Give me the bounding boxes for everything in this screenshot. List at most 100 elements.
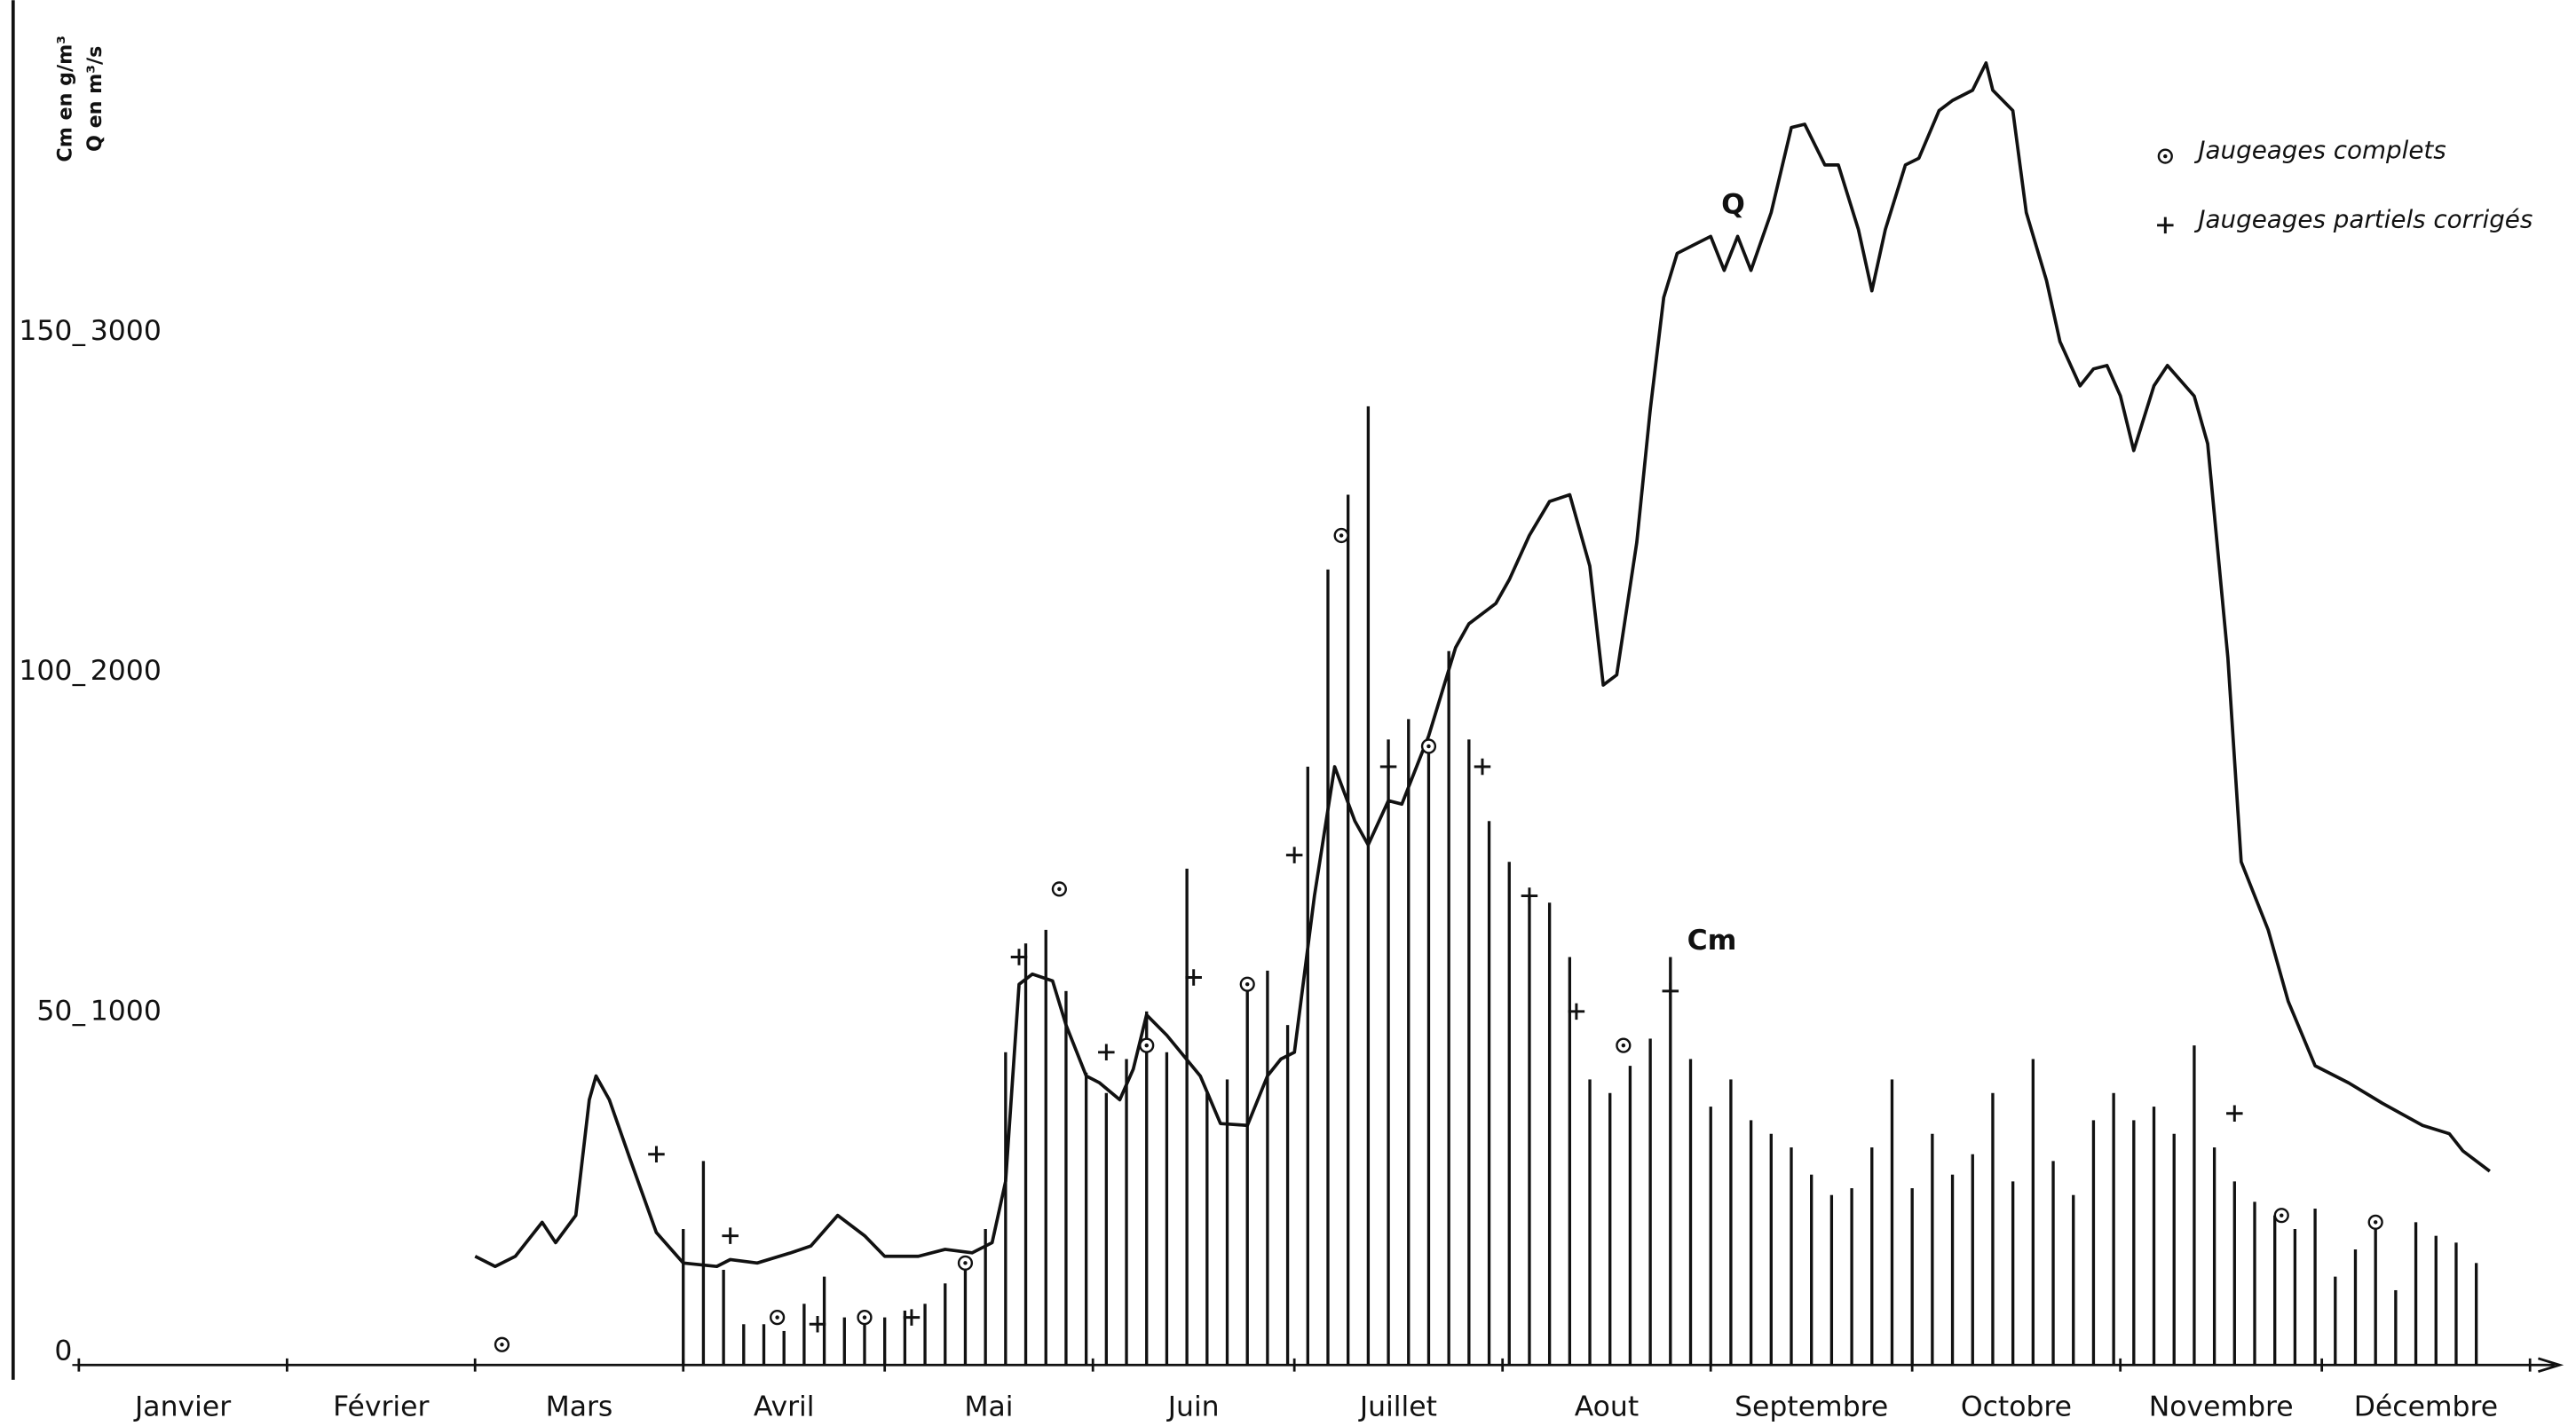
bar: [1266, 970, 1269, 1366]
bar: [984, 1229, 987, 1366]
bar: [1044, 929, 1047, 1366]
bar: [2132, 1120, 2136, 1366]
bar: [1205, 1092, 1209, 1366]
bar: [1568, 957, 1572, 1366]
y2-tick-label: 3000: [91, 315, 162, 347]
bar: [1850, 1188, 1853, 1366]
marker-circle: [1239, 976, 1255, 992]
x-tick-label: Septembre: [1734, 1391, 1888, 1422]
bar: [2232, 1181, 2236, 1366]
bar: [903, 1310, 907, 1366]
y-tick-label: 150: [19, 315, 72, 347]
bar: [1769, 1133, 1773, 1366]
bar: [1910, 1188, 1914, 1366]
marker-plus: [1379, 758, 1397, 776]
bar: [883, 1317, 887, 1366]
bar: [2172, 1133, 2176, 1366]
bar: [762, 1324, 766, 1366]
marker-circle: [1616, 1037, 1632, 1053]
marker-circle: [770, 1310, 786, 1326]
marker-circle: [957, 1255, 974, 1271]
bar: [1125, 1059, 1128, 1366]
marker-circle: [494, 1336, 510, 1352]
marker-circle: [857, 1310, 873, 1326]
bar: [1426, 752, 1431, 1366]
marker-plus: [903, 1309, 921, 1326]
x-tick-label: Mai: [964, 1391, 1013, 1422]
bar: [1950, 1174, 1955, 1366]
bar: [2051, 1161, 2055, 1366]
bar: [2253, 1201, 2256, 1366]
bar: [1407, 719, 1410, 1366]
series-label: Q: [1721, 189, 1745, 221]
marker-circle: [2273, 1208, 2289, 1224]
marker-plus: [1474, 758, 1491, 776]
bar: [2454, 1242, 2458, 1366]
x-tick-label: Mars: [546, 1391, 613, 1422]
bar: [2353, 1249, 2358, 1366]
bar: [1064, 990, 1068, 1366]
y-tick-label: 0: [54, 1335, 72, 1367]
bar: [2031, 1059, 2035, 1366]
marker-circle: [1420, 738, 1437, 754]
bar: [722, 1269, 725, 1366]
legend-label: Jaugeages partiels corrigés: [2193, 204, 2533, 233]
bar: [1023, 943, 1028, 1366]
bar: [2152, 1107, 2156, 1366]
line: [474, 61, 2491, 1269]
bar: [1890, 1079, 1894, 1366]
bar: [1608, 1092, 1612, 1366]
y-axis-label: Cm en g/m³: [54, 35, 77, 162]
bar: [1971, 1154, 1974, 1366]
marker-plus: [1185, 969, 1202, 986]
x-tick-label: Avril: [754, 1391, 815, 1422]
bar: [1347, 494, 1350, 1366]
marker-circle: [1139, 1037, 1155, 1053]
bar: [822, 1276, 826, 1366]
y2-tick-label: 1000: [91, 995, 162, 1027]
bar: [1104, 1092, 1108, 1366]
bar: [1306, 766, 1309, 1366]
marker-plus: [1285, 847, 1303, 863]
bar: [1688, 1059, 1693, 1366]
bar: [1387, 739, 1390, 1366]
bar: [2334, 1276, 2337, 1366]
bar: [2293, 1229, 2297, 1366]
bar: [1669, 957, 1672, 1366]
bar: [1185, 868, 1189, 1366]
bar: [2091, 1120, 2096, 1366]
bar: [944, 1283, 947, 1366]
bar: [1790, 1147, 1793, 1366]
marker-plus: [1662, 982, 1679, 1000]
bar: [1588, 1079, 1592, 1366]
marker-circle: [1333, 527, 1349, 544]
bar: [1507, 862, 1511, 1366]
marker-plus: [1098, 1044, 1115, 1061]
x-tick-label: Novembre: [2149, 1391, 2294, 1422]
bar: [2313, 1209, 2317, 1366]
bar: [2112, 1092, 2115, 1366]
bar: [1547, 902, 1552, 1366]
bar: [2212, 1147, 2216, 1366]
x-tick-label: Octobre: [1961, 1391, 2072, 1422]
bar: [2434, 1235, 2438, 1366]
marker-plus: [1568, 1003, 1585, 1020]
bar: [1366, 406, 1371, 1366]
y-tick-label: 100: [19, 655, 72, 687]
bar: [1145, 1011, 1149, 1366]
legend-symbol-dot: [2163, 154, 2168, 159]
bar: [1245, 984, 1249, 1366]
marker-plus: [722, 1227, 739, 1244]
bar: [2474, 1263, 2478, 1366]
bar: [963, 1263, 968, 1366]
marker-plus: [1010, 949, 1028, 965]
bar: [1528, 895, 1531, 1366]
bar: [863, 1324, 866, 1366]
bar: [2414, 1222, 2418, 1366]
x-tick-label: Janvier: [133, 1391, 231, 1422]
bar: [2193, 1045, 2196, 1366]
bar: [1648, 1038, 1652, 1366]
x-tick-label: Février: [333, 1391, 429, 1422]
bar: [1285, 1025, 1290, 1366]
bar: [1487, 821, 1491, 1366]
